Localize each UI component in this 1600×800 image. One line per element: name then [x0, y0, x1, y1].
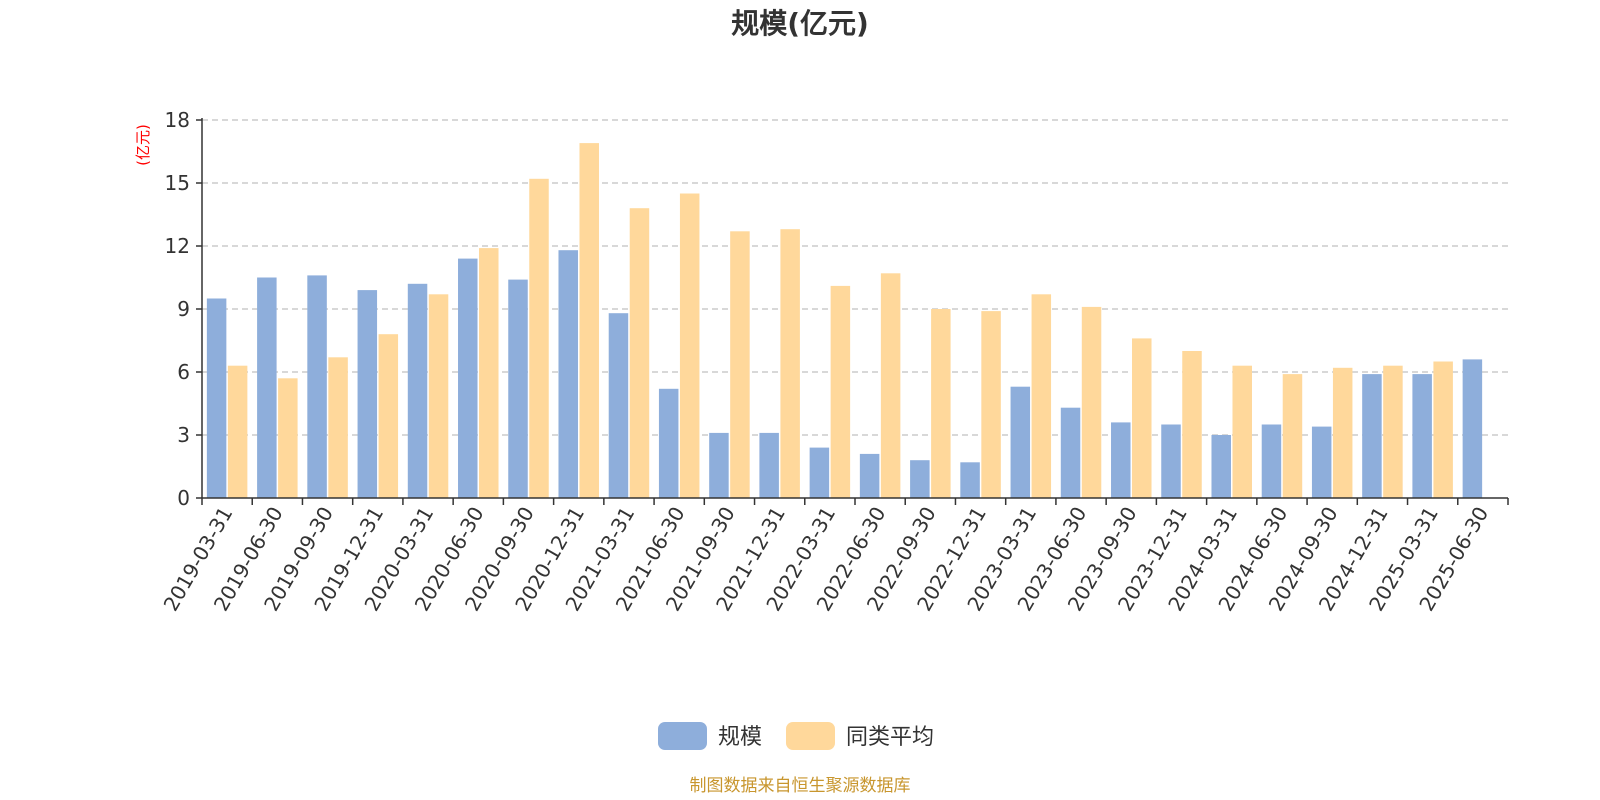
legend-swatch	[786, 722, 835, 750]
bar-peer-average	[1282, 374, 1303, 498]
bar-peer-average	[629, 208, 650, 498]
bar-scale	[1010, 386, 1031, 498]
bar-peer-average	[278, 378, 298, 498]
grid-lines	[202, 119, 1508, 436]
bar-scale	[1261, 424, 1282, 498]
bar-peer-average	[679, 193, 700, 498]
bar-scale	[608, 313, 629, 498]
bar-peer-average	[428, 294, 449, 498]
bar-peer-average	[931, 309, 951, 498]
legend-label: 规模	[718, 725, 762, 750]
bar-scale	[357, 290, 378, 498]
bar-peer-average	[981, 311, 1001, 498]
bar-scale	[809, 447, 830, 498]
bar-peer-average	[1031, 294, 1052, 498]
bar-peer-average	[1232, 365, 1252, 498]
y-axis-unit-label: (亿元)	[134, 124, 152, 166]
bar-scale	[859, 453, 880, 498]
y-tick-label: 0	[177, 486, 190, 510]
y-tick-label: 6	[177, 360, 190, 384]
chart-title: 规模(亿元)	[731, 7, 869, 40]
bar-scale	[407, 283, 428, 498]
bar-scale	[910, 460, 930, 498]
y-tick-label: 15	[165, 171, 190, 195]
bar-scale	[1161, 424, 1181, 498]
bar-scale	[257, 277, 277, 498]
bar-scale	[709, 432, 729, 498]
bar-peer-average	[328, 357, 348, 498]
legend-swatch	[658, 722, 707, 750]
bar-scale	[960, 462, 980, 498]
bar-peer-average	[880, 273, 901, 498]
bar-scale	[1462, 359, 1483, 498]
bar-scale	[458, 258, 478, 498]
legend: 规模 同类平均	[658, 722, 934, 750]
bar-scale	[1060, 407, 1081, 498]
y-tick-label: 12	[165, 234, 190, 258]
bar-peer-average	[1132, 338, 1152, 498]
bar-scale	[508, 279, 528, 498]
bar-scale	[1211, 435, 1231, 498]
y-axis-ticks: 0 3 6 9 12 15 18	[165, 108, 202, 510]
bar-scale	[206, 298, 227, 498]
bar-peer-average	[730, 231, 750, 499]
bar-peer-average	[529, 178, 549, 499]
bar-peer-average	[479, 248, 499, 498]
bar-peer-average	[830, 285, 851, 498]
bar-peer-average	[227, 365, 248, 498]
y-tick-label: 9	[177, 297, 190, 321]
source-note: 制图数据来自恒生聚源数据库	[690, 776, 911, 796]
bar-peer-average	[1182, 351, 1202, 498]
x-axis-ticks: 2019-03-312019-06-302019-09-302019-12-31…	[159, 498, 1509, 615]
bar-scale	[658, 388, 679, 498]
bar-scale	[558, 250, 578, 498]
bar-scale	[1362, 374, 1382, 498]
y-tick-label: 18	[165, 108, 190, 132]
bar-peer-average	[579, 143, 599, 498]
bar-peer-average	[1383, 365, 1403, 498]
bar-peer-average	[1081, 306, 1102, 498]
bar-peer-average	[1433, 361, 1453, 498]
bar-scale	[1111, 422, 1131, 498]
legend-label: 同类平均	[846, 725, 934, 750]
bar-scale	[307, 275, 327, 498]
bar-scale	[759, 432, 779, 498]
bar-peer-average	[378, 334, 399, 498]
bars	[206, 143, 1483, 499]
bar-peer-average	[780, 229, 800, 498]
y-tick-label: 3	[177, 423, 190, 447]
bar-scale	[1311, 426, 1332, 498]
bar-scale	[1412, 374, 1432, 498]
bar-peer-average	[1332, 367, 1353, 498]
